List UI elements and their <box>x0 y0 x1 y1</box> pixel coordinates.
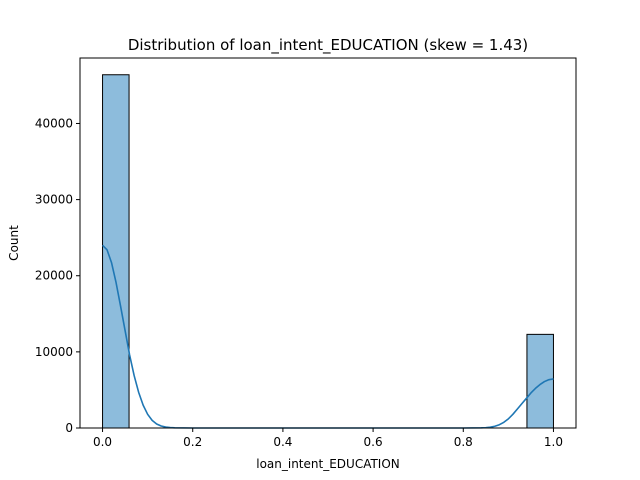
x-tick-label: 0.4 <box>273 435 292 449</box>
y-axis-label: Count <box>7 225 21 261</box>
y-axis: 0 10000 20000 30000 40000 <box>35 116 80 435</box>
x-tick-label: 1.0 <box>544 435 563 449</box>
x-tick-label: 0.2 <box>183 435 202 449</box>
y-tick-label: 30000 <box>35 193 73 207</box>
kde-line <box>101 244 554 429</box>
bars-layer <box>102 74 554 429</box>
histogram-bar-0 <box>102 74 130 429</box>
y-tick-label: 20000 <box>35 269 73 283</box>
chart-title: Distribution of loan_intent_EDUCATION (s… <box>128 36 528 55</box>
x-tick-label: 0.6 <box>364 435 383 449</box>
plot-frame <box>79 57 577 429</box>
y-tick-label: 0 <box>65 421 73 435</box>
y-tick-label: 10000 <box>35 345 73 359</box>
histogram-bar-1 <box>526 333 554 429</box>
x-axis: 0.0 0.2 0.4 0.6 0.8 1.0 <box>93 428 563 449</box>
x-tick-label: 0.0 <box>93 435 112 449</box>
kde-layer <box>101 244 554 429</box>
x-axis-label: loan_intent_EDUCATION <box>256 457 400 471</box>
x-tick-label: 0.8 <box>454 435 473 449</box>
y-tick-label: 40000 <box>35 116 73 130</box>
